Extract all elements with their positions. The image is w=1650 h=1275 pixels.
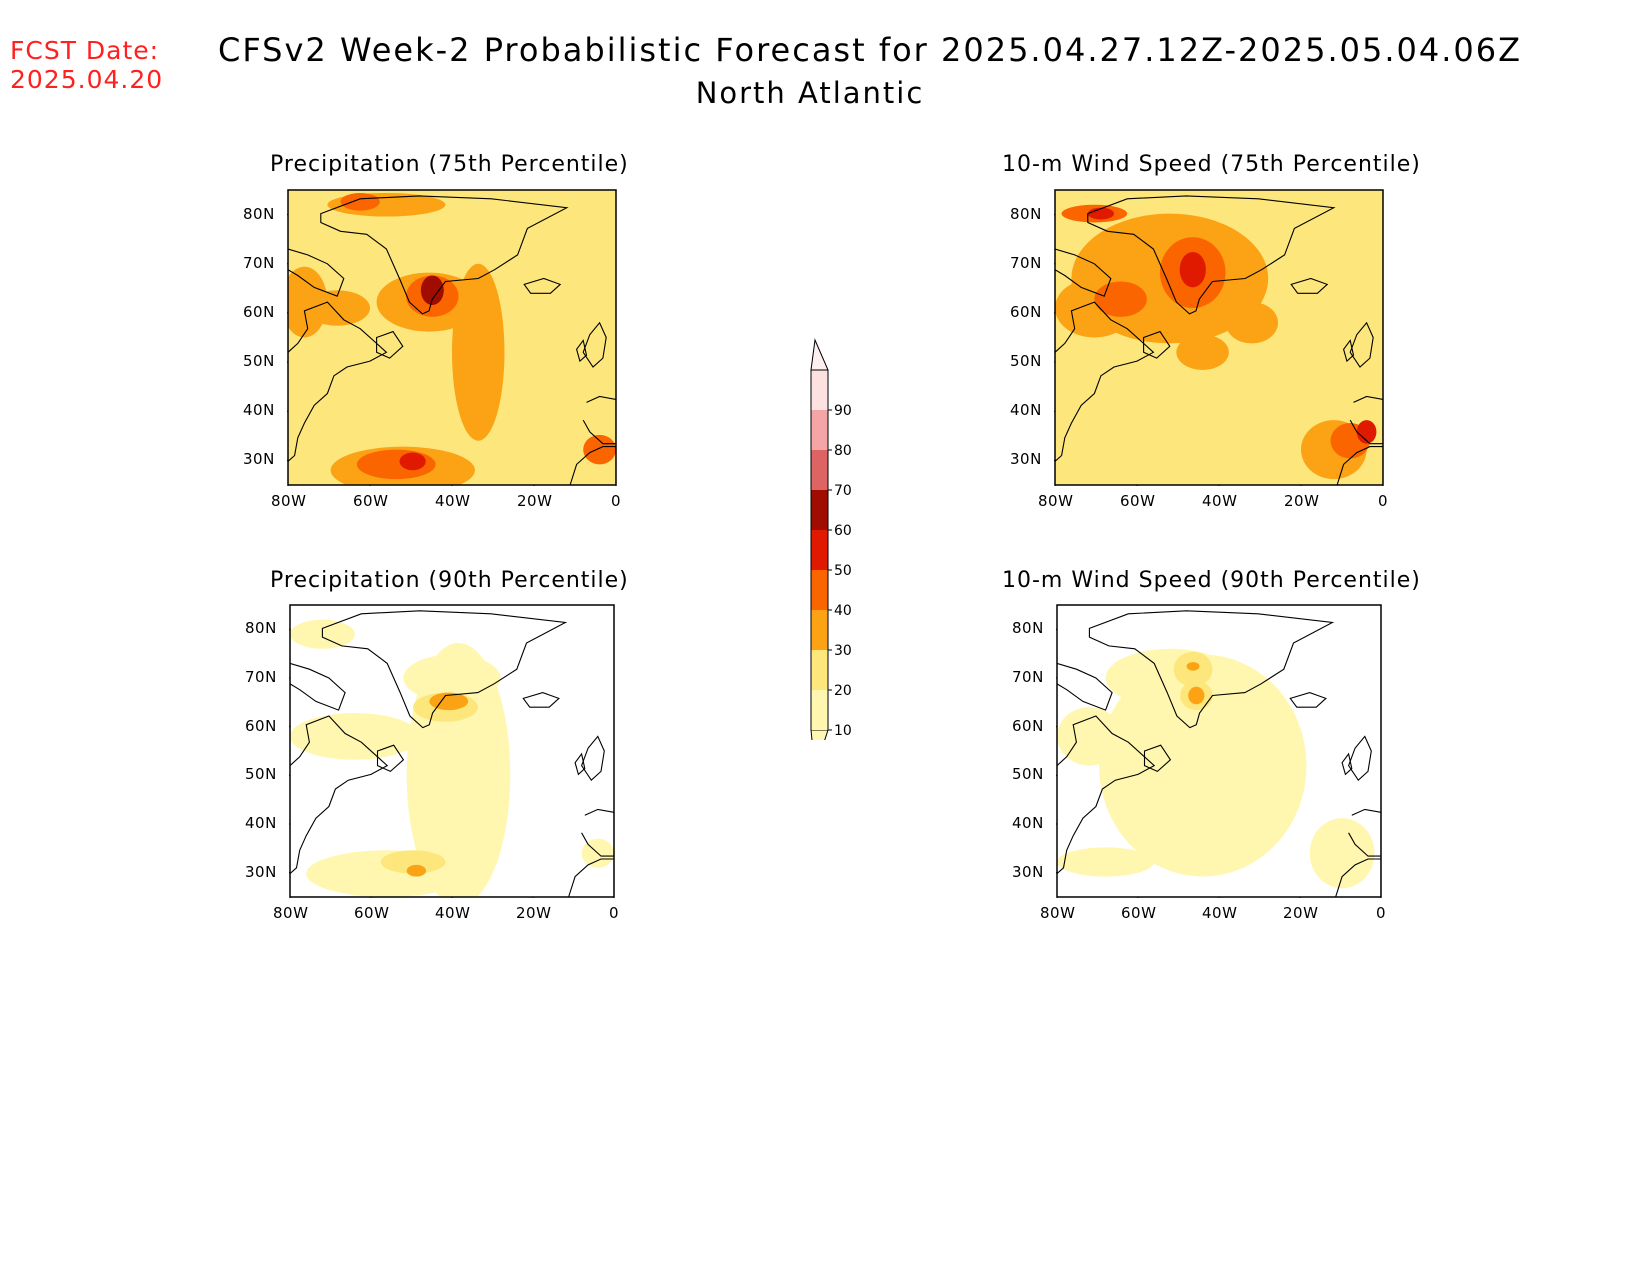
lon-tick-label: 0 [1378,492,1389,510]
colorbar-box [811,530,828,570]
colorbar-level-label: 20 [834,683,852,699]
page-title: CFSv2 Week-2 Probabilistic Forecast for … [217,31,1523,69]
colorbar-box [811,370,828,410]
lon-tick-label: 0 [609,904,620,922]
lon-tick-label: 80W [273,904,309,922]
lon-tick-label: 40W [435,904,471,922]
panel-title-precip-75: Precipitation (75th Percentile) [270,152,629,177]
colorbar: 10 20 30 40 50 60 70 80 90 [810,338,852,740]
lat-tick-label: 70N [243,253,275,272]
lat-tick-label: 30N [1012,862,1044,881]
map-precip-75 [287,189,617,486]
lon-tick-label: 80W [271,492,307,510]
lat-tick-label: 60N [1012,716,1044,735]
panel-title-wind-90: 10-m Wind Speed (90th Percentile) [1002,568,1421,593]
region-subtitle: North Atlantic [695,76,925,110]
colorbar-level-label: 50 [834,563,852,579]
lon-tick-label: 60W [354,904,390,922]
colorbar-level-label: 10 [834,723,852,739]
colorbar-level-label: 90 [834,403,852,419]
colorbar-level-label: 70 [834,483,852,499]
panel-title-precip-90: Precipitation (90th Percentile) [270,568,629,593]
colorbar-level-label: 40 [834,603,852,619]
lat-tick-label: 50N [1012,765,1044,784]
lat-tick-label: 60N [1010,302,1042,321]
lat-tick-label: 60N [243,302,275,321]
lon-tick-label: 80W [1040,904,1076,922]
map-wind-75 [1054,189,1384,486]
lat-tick-label: 40N [245,814,277,832]
forecast-date-label: FCST Date: [10,36,160,65]
lon-tick-label: 40W [1202,492,1238,510]
colorbar-box [811,490,828,530]
lat-tick-label: 70N [1010,253,1042,272]
lon-tick-label: 20W [517,492,553,510]
colorbar-level-label: 80 [834,443,852,459]
lat-tick-label: 80N [1010,204,1042,223]
lon-tick-label: 20W [1284,492,1320,510]
lat-tick-label: 50N [1010,352,1042,371]
lon-tick-label: 60W [1120,492,1156,510]
map-wind-90 [1056,604,1382,898]
lat-tick-label: 70N [1012,668,1044,686]
colorbar-lower-arrow [810,729,829,740]
lon-tick-label: 80W [1038,492,1074,510]
lon-tick-label: 60W [353,492,389,510]
colorbar-box [811,610,828,650]
lat-tick-label: 50N [245,765,277,784]
colorbar-level-label: 30 [834,643,852,659]
lat-tick-label: 80N [245,619,277,638]
lat-tick-label: 50N [243,352,275,371]
forecast-date-block: FCST Date: 2025.04.20 [10,36,163,94]
lon-tick-label: 60W [1121,904,1157,922]
colorbar-level-label: 60 [834,523,852,539]
colorbar-box [811,450,828,490]
lon-tick-label: 20W [1283,904,1319,922]
lat-tick-label: 40N [243,401,275,420]
map-precip-90 [289,604,615,898]
colorbar-box [811,690,828,730]
lat-tick-label: 30N [245,862,277,881]
lon-tick-label: 40W [1202,904,1238,922]
lon-tick-label: 0 [611,492,622,510]
colorbar-box [811,410,828,450]
lat-tick-label: 70N [245,668,277,686]
colorbar-box [811,570,828,610]
lon-tick-label: 20W [516,904,552,922]
forecast-date-value: 2025.04.20 [10,65,164,94]
colorbar-upper-arrow [810,338,829,371]
lon-tick-label: 40W [435,492,471,510]
lat-tick-label: 80N [243,204,275,223]
lat-tick-label: 30N [1010,450,1042,469]
lat-tick-label: 40N [1010,401,1042,420]
lon-tick-label: 0 [1376,904,1387,922]
colorbar-box [811,650,828,690]
lat-tick-label: 30N [243,450,275,469]
lat-tick-label: 80N [1012,619,1044,638]
lat-tick-label: 60N [245,716,277,735]
panel-title-wind-75: 10-m Wind Speed (75th Percentile) [1002,152,1421,177]
lat-tick-label: 40N [1012,814,1044,832]
